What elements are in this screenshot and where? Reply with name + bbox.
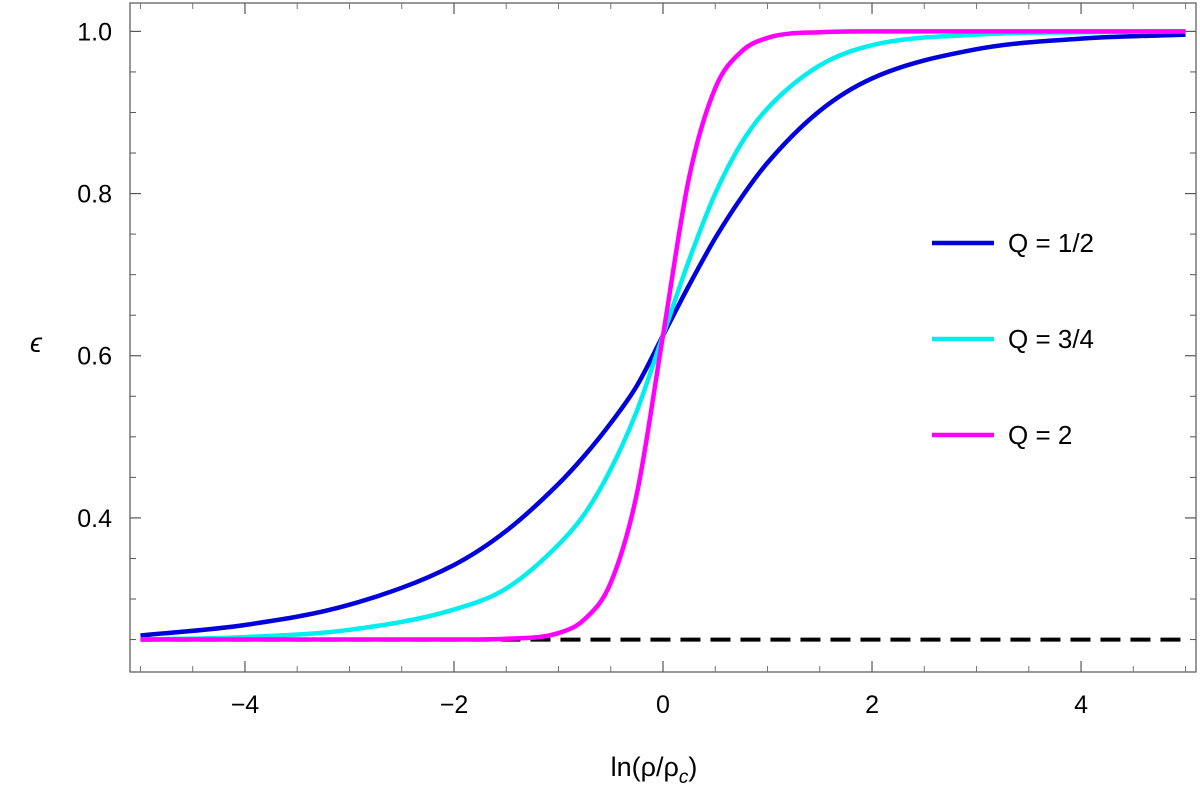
y-tick-labels: 0.4 0.6 0.8 1.0 [77,18,112,533]
x-tick-label: 2 [865,691,879,719]
y-tick-label: 1.0 [77,18,112,46]
x-tick-label: −4 [231,691,260,719]
x-axis-label: ln(ρ/ρc) [611,752,698,788]
x-tick-labels: −4 −2 0 2 4 [231,691,1088,719]
x-axis-label-subscript: c [679,767,689,788]
y-tick-label: 0.4 [77,505,112,533]
x-axis-label-close: ) [688,752,697,782]
series-line-3 [140,29,1186,642]
legend: Q = 1/2 Q = 3/4 Q = 2 [932,228,1094,450]
x-tick-label: 0 [656,691,670,719]
series-group [140,29,1186,642]
x-tick-label: −2 [440,691,469,719]
x-tick-label: 4 [1074,691,1088,719]
legend-label: Q = 1/2 [1008,228,1094,258]
y-tick-label: 0.8 [77,181,112,209]
x-axis-label-main: ln(ρ/ρ [611,752,679,782]
legend-label: Q = 2 [1008,420,1072,450]
legend-label: Q = 3/4 [1008,324,1094,354]
tick-marks [130,3,1196,672]
y-tick-label: 0.6 [77,343,112,371]
y-axis-label: ϵ [30,328,43,358]
